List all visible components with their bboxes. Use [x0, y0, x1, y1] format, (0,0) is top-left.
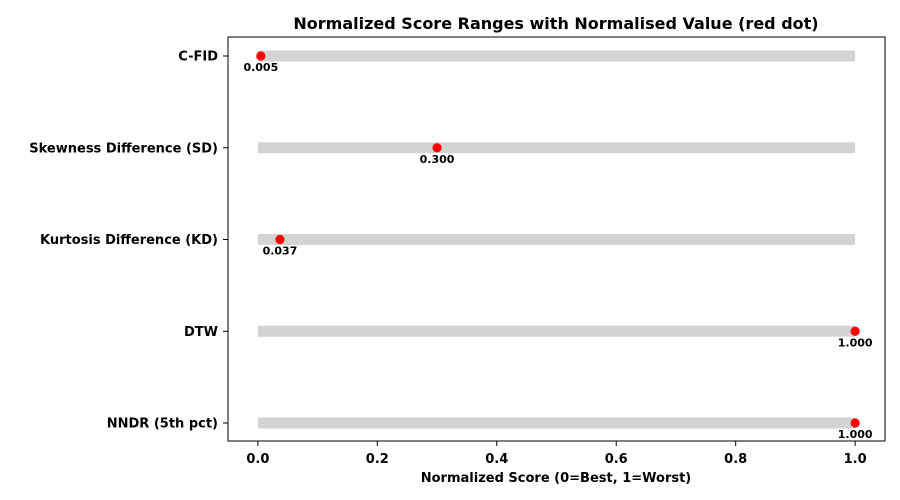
- value-label: 0.300: [420, 153, 455, 166]
- value-labels: 0.005 0.300 0.037 1.000 1.000: [243, 61, 872, 441]
- value-dots: [256, 51, 860, 428]
- value-dot: [275, 234, 285, 245]
- value-label: 0.037: [263, 245, 298, 258]
- y-tick-label: Skewness Difference (SD): [29, 141, 218, 156]
- y-tick-label: NNDR (5th pct): [107, 417, 218, 432]
- y-tick-label: C-FID: [178, 50, 218, 65]
- y-tick-label: DTW: [184, 325, 218, 340]
- x-tick-label: 1.0: [844, 452, 867, 467]
- range-bars: [257, 50, 856, 429]
- x-axis-label: Normalized Score (0=Best, 1=Worst): [421, 471, 692, 486]
- value-dot: [256, 51, 266, 61]
- x-tick-label: 0.4: [485, 452, 508, 467]
- value-label: 1.000: [838, 428, 873, 441]
- x-axis: 0.0 0.2 0.4 0.6 0.8 1.0: [246, 441, 867, 467]
- value-label: 0.005: [243, 61, 278, 74]
- value-label: 1.000: [838, 336, 873, 349]
- value-dot: [432, 143, 442, 153]
- y-axis: C-FID Skewness Difference (SD) Kurtosis Di…: [29, 50, 228, 432]
- x-tick-label: 0.8: [724, 452, 747, 467]
- value-dot: [850, 326, 860, 336]
- x-tick-label: 0.0: [246, 452, 269, 467]
- x-tick-label: 0.2: [366, 452, 389, 467]
- x-tick-label: 0.6: [605, 452, 628, 467]
- y-tick-label: Kurtosis Difference (KD): [40, 233, 218, 248]
- value-dot: [850, 418, 860, 428]
- chart-title: Normalized Score Ranges with Normalised …: [293, 14, 818, 33]
